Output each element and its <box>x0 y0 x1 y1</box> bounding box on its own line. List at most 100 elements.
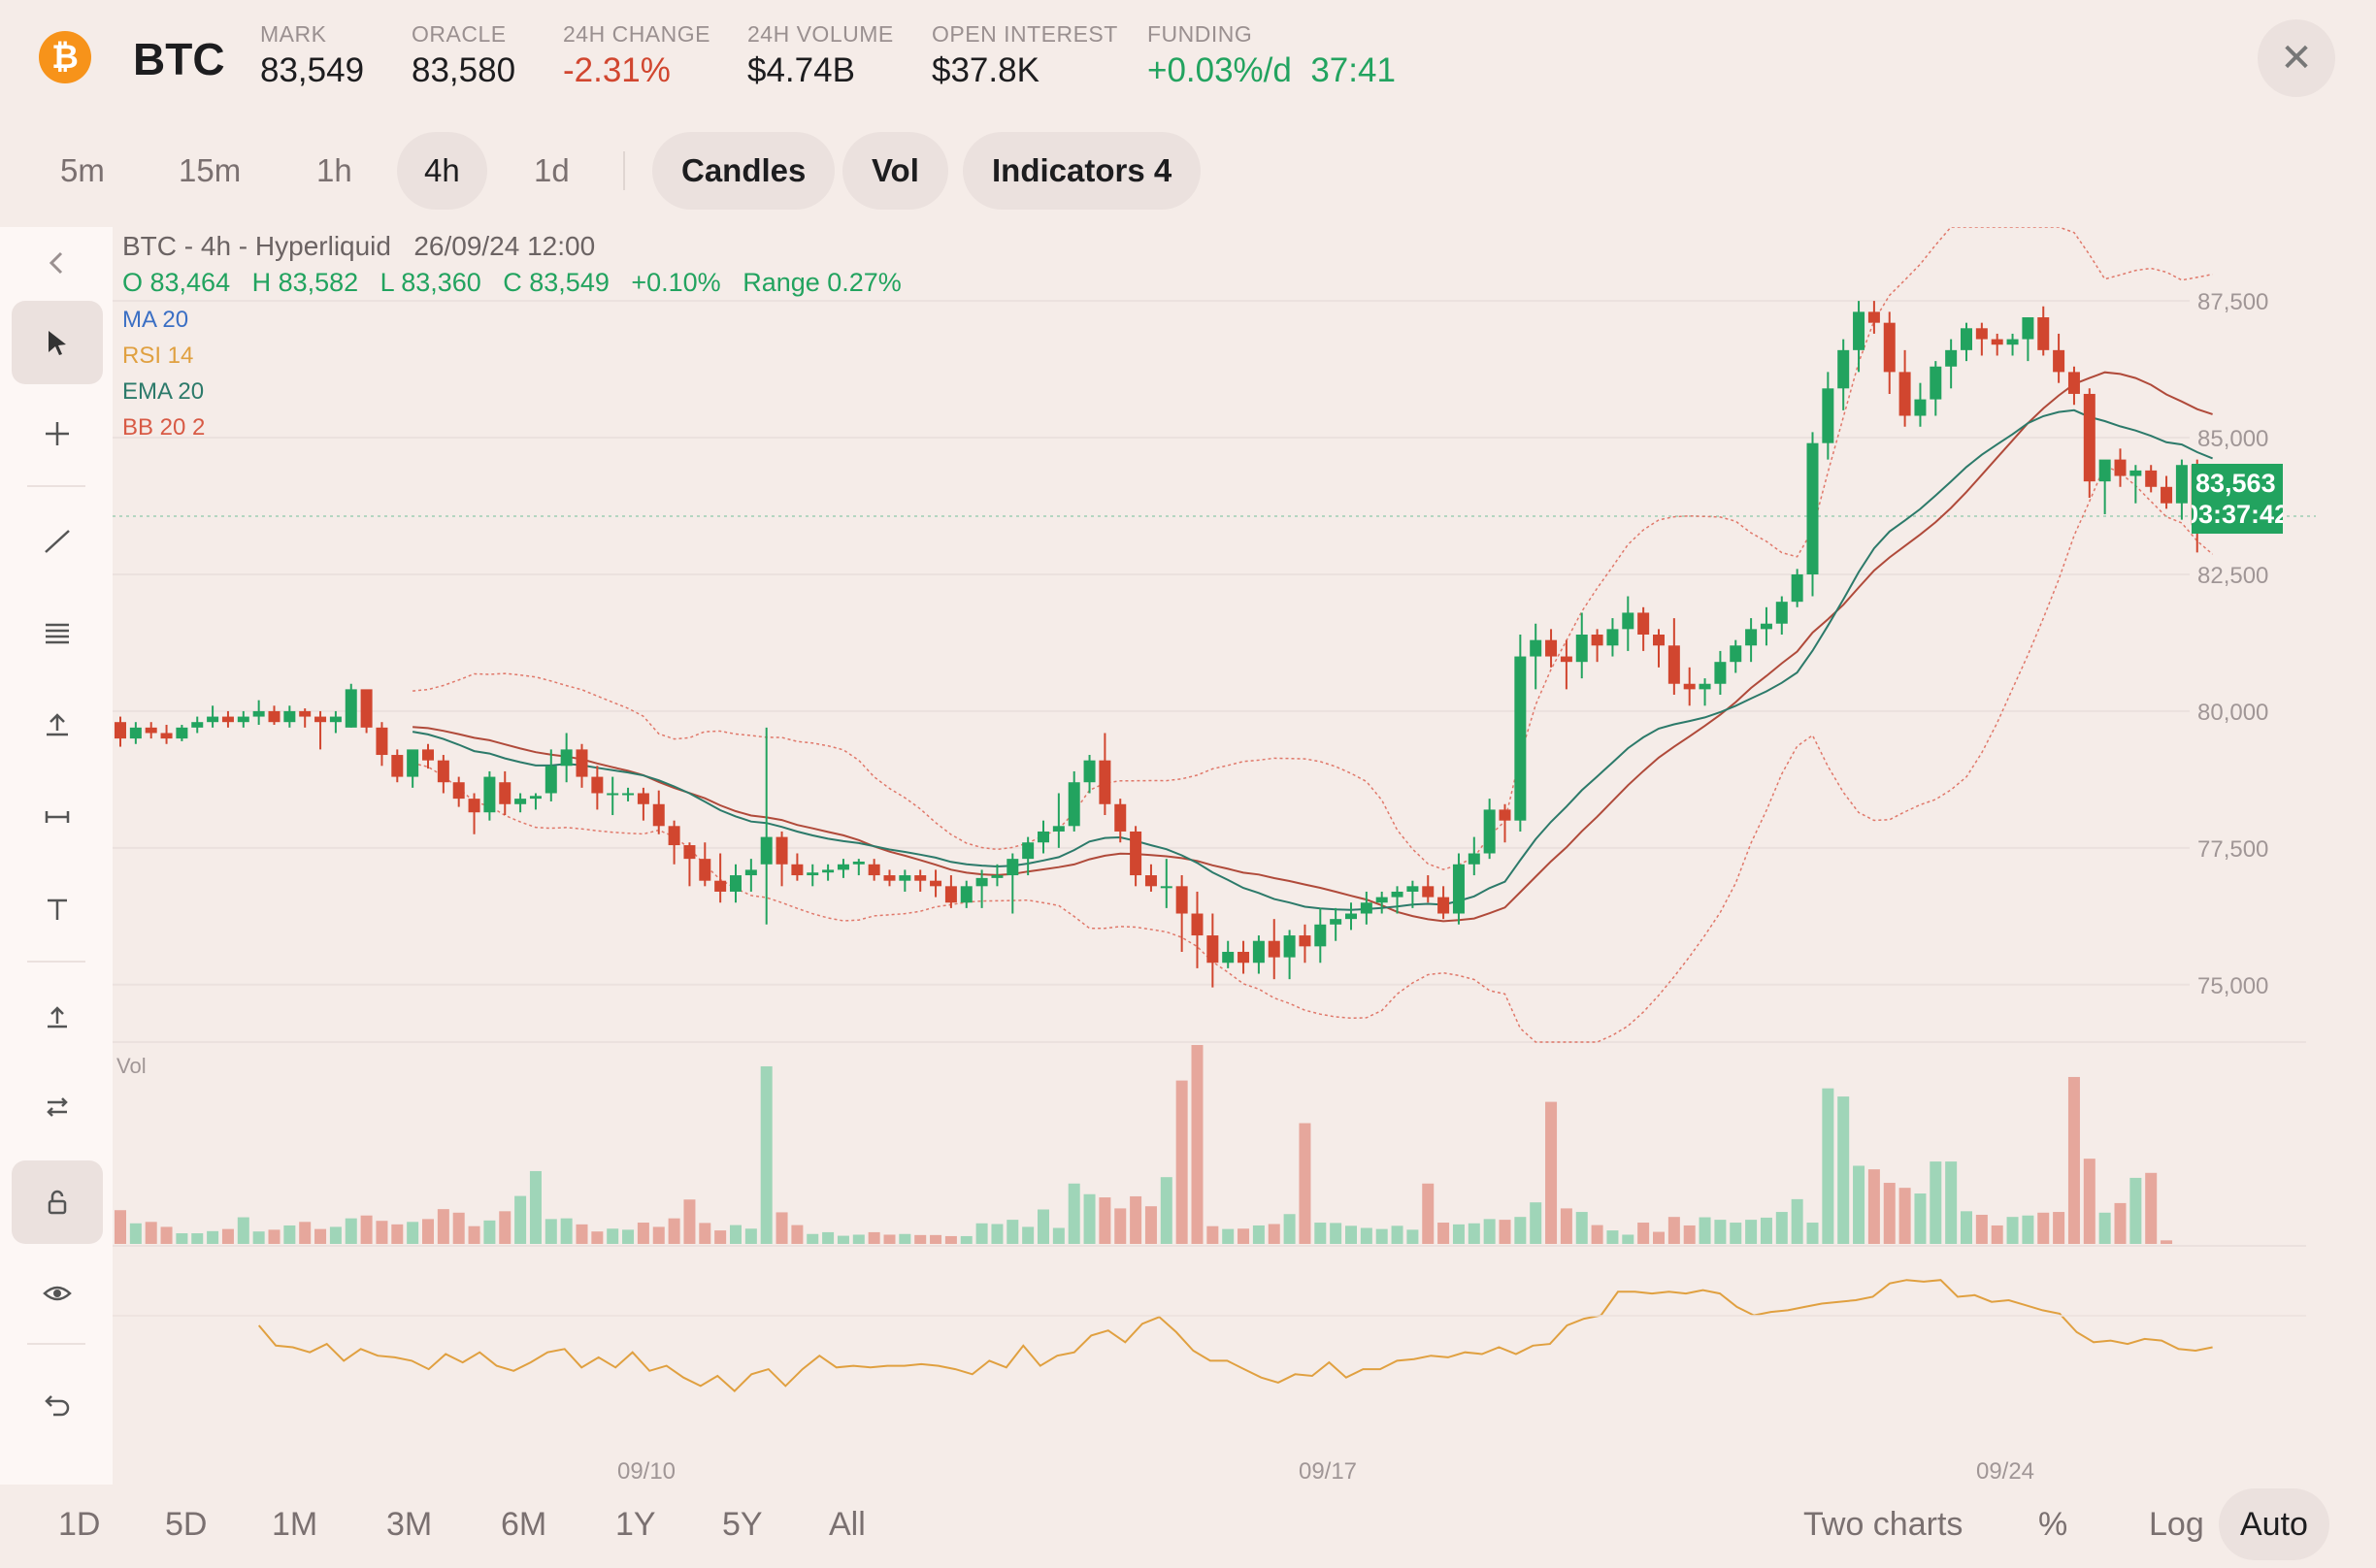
candle-body <box>237 716 249 723</box>
candle-body <box>1068 782 1080 827</box>
x-tick-label: 09/24 <box>1976 1458 2034 1485</box>
range-1d[interactable]: 1D <box>58 1505 101 1543</box>
volume-bar <box>237 1217 249 1244</box>
chart-legend: BTC - 4h - Hyperliquid 26/09/24 12:00 O … <box>122 231 902 441</box>
trendline-icon <box>45 530 70 553</box>
volume-bar <box>1930 1161 1942 1244</box>
volume-bar <box>1330 1223 1342 1244</box>
upload-icon <box>48 1006 67 1029</box>
candle-body <box>1391 891 1403 898</box>
candle-body <box>622 793 635 796</box>
candle-body <box>422 749 434 761</box>
candle-body <box>1930 366 1942 400</box>
two-charts-button[interactable]: Two charts <box>1803 1505 1964 1543</box>
candle-body <box>1222 951 1235 964</box>
volume-bar <box>360 1215 373 1244</box>
candle-body <box>1022 842 1035 860</box>
header: ₿ BTC MARK 83,549 ORACLE 83,580 24H CHAN… <box>0 0 2376 116</box>
candle-body <box>1653 635 1665 646</box>
range-6m[interactable]: 6M <box>501 1505 547 1543</box>
candle-body <box>1175 886 1188 914</box>
price-chart[interactable]: 75,000 77,500 80,000 82,500 85,000 87,500 Vol 0… <box>113 227 2376 1485</box>
volume-bar <box>683 1199 696 1244</box>
candle-body <box>1961 328 1972 350</box>
export-tool[interactable] <box>12 974 103 1058</box>
volume-bar <box>2083 1159 2096 1244</box>
volume-bar <box>283 1225 296 1244</box>
ema-20-line <box>412 408 2213 911</box>
text-icon <box>48 898 67 920</box>
volume-bar <box>1222 1228 1235 1244</box>
timeframe-1d[interactable]: 1d <box>534 152 570 188</box>
percent-scale-button[interactable]: % <box>2038 1505 2068 1543</box>
volume-bar <box>2145 1172 2158 1244</box>
volume-bar <box>1560 1208 1572 1244</box>
indicator-ma[interactable]: MA 20 <box>122 307 189 333</box>
crosshair-tool[interactable] <box>12 392 103 475</box>
candle-body <box>1114 803 1127 832</box>
trendline-tool[interactable] <box>12 499 103 582</box>
auto-scale-button[interactable]: Auto <box>2219 1488 2329 1560</box>
candle-body <box>2161 486 2173 504</box>
timeframe-4h[interactable]: 4h <box>397 132 487 210</box>
timeframe-1h[interactable]: 1h <box>316 152 352 188</box>
range-5y[interactable]: 5Y <box>722 1505 763 1543</box>
volume-bar <box>129 1223 142 1244</box>
candle-body <box>883 875 896 881</box>
indicator-rsi[interactable]: RSI 14 <box>122 343 194 369</box>
volume-bar <box>1006 1220 1019 1244</box>
undo-button[interactable] <box>12 1362 103 1446</box>
volume-bar <box>1975 1214 1988 1244</box>
candle-body <box>1437 897 1450 914</box>
text-tool[interactable] <box>12 867 103 951</box>
candle-body <box>1975 328 1988 340</box>
volume-bar <box>221 1228 234 1244</box>
lock-drawings-button[interactable] <box>12 1160 103 1244</box>
timeframe-5m[interactable]: 5m <box>60 152 105 188</box>
undo-icon <box>45 1395 70 1417</box>
candle-body <box>2022 317 2034 340</box>
close-button[interactable]: ✕ <box>2258 19 2335 97</box>
compare-tool[interactable] <box>12 1065 103 1149</box>
toolbar-divider <box>623 151 625 190</box>
toggle-visibility-button[interactable] <box>12 1252 103 1335</box>
range-5d[interactable]: 5D <box>165 1505 208 1543</box>
fib-lines-tool[interactable] <box>12 592 103 675</box>
log-scale-button[interactable]: Log <box>2149 1505 2204 1543</box>
range-1m[interactable]: 1M <box>272 1505 318 1543</box>
volume-bar <box>2067 1076 2080 1244</box>
volume-bar <box>329 1226 342 1244</box>
collapse-tools-button[interactable] <box>12 227 103 299</box>
volume-bar <box>1238 1228 1250 1244</box>
candle-body <box>1699 683 1711 690</box>
volume-toggle-button[interactable]: Vol <box>842 132 948 210</box>
close-icon: ✕ <box>2280 37 2313 80</box>
indicators-button[interactable]: Indicators 4 <box>963 132 1202 210</box>
candle-body <box>1330 919 1342 925</box>
candle-body <box>544 766 557 794</box>
volume-bar <box>1730 1223 1742 1244</box>
stat-value: 83,580 <box>412 51 516 89</box>
range-3m[interactable]: 3M <box>386 1505 433 1543</box>
indicator-bb[interactable]: BB 20 2 <box>122 414 206 441</box>
candle-body <box>1006 859 1019 876</box>
arrow-tool[interactable] <box>12 683 103 767</box>
timeframe-15m[interactable]: 15m <box>179 152 242 188</box>
candle-body <box>944 886 957 903</box>
stat-label: MARK <box>260 21 327 47</box>
candle-body <box>2114 459 2127 476</box>
y-tick-label: 82,500 <box>2197 563 2268 589</box>
volume-bar <box>115 1210 126 1244</box>
candle-body <box>1667 645 1680 684</box>
range-1y[interactable]: 1Y <box>615 1505 656 1543</box>
symbol-title[interactable]: BTC <box>133 34 225 84</box>
indicator-ema[interactable]: EMA 20 <box>122 378 205 405</box>
range-all[interactable]: All <box>829 1505 866 1543</box>
candle-body <box>160 733 173 739</box>
cursor-tool[interactable] <box>12 301 103 384</box>
chart-type-button[interactable]: Candles <box>652 132 836 210</box>
measure-tool[interactable] <box>12 775 103 859</box>
candle-body <box>714 880 727 892</box>
volume-bar <box>1637 1223 1650 1244</box>
volume-bar <box>483 1220 496 1244</box>
